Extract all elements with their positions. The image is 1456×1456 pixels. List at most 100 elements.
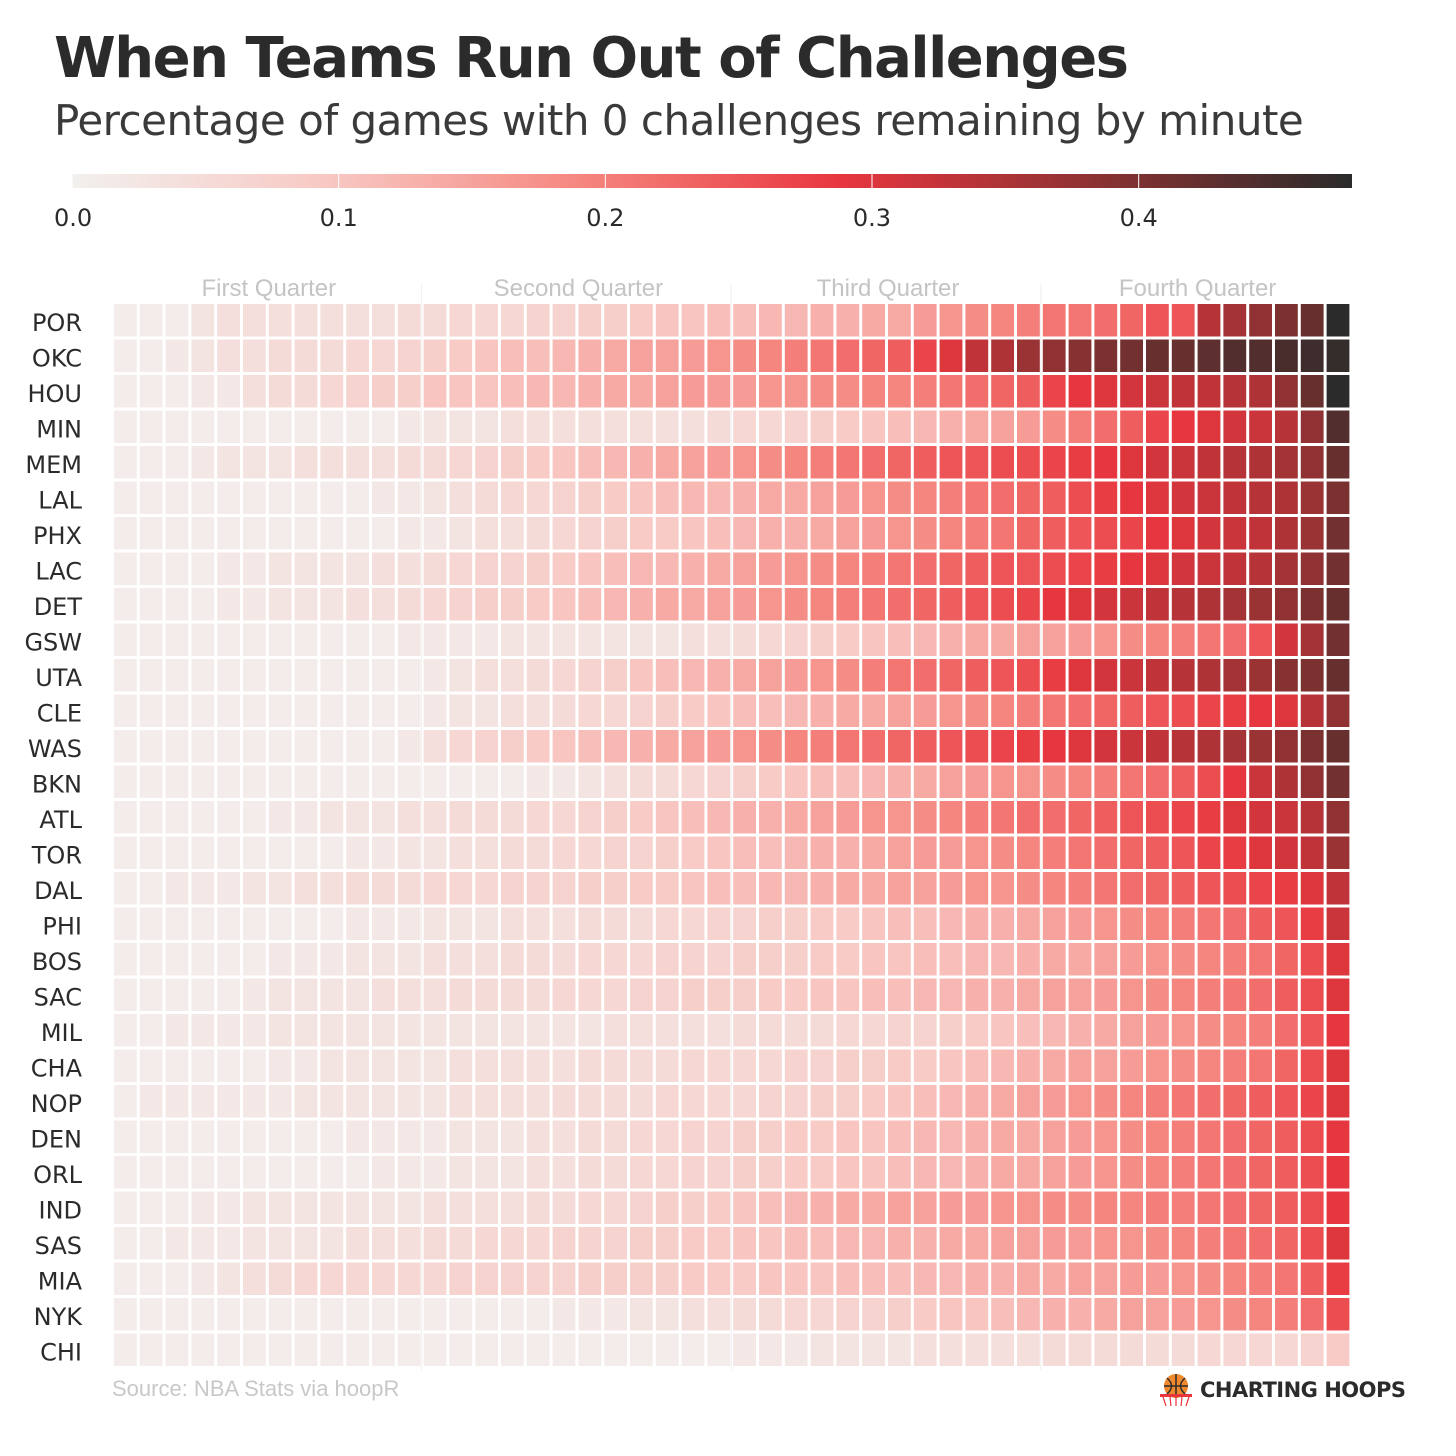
- heatmap-cell: CLE min 43: 0.27: [1197, 694, 1221, 727]
- heatmap-cell: LAL min 2: 0.01: [139, 481, 163, 514]
- team-label: LAL: [38, 486, 82, 514]
- heatmap-cell: NOP min 35: 0.14: [991, 1085, 1014, 1118]
- heatmap-cell: NYK min 17: 0.01: [526, 1298, 550, 1331]
- heatmap-cell: CHI min 6: 0.01: [243, 1333, 266, 1366]
- heatmap-cell: MIA min 41: 0.16: [1146, 1262, 1169, 1295]
- heatmap-cell: NOP min 13: 0.03: [423, 1085, 447, 1118]
- heatmap-cell: DET min 17: 0.09: [526, 588, 550, 621]
- heatmap-cell: BOS min 33: 0.11: [939, 943, 963, 976]
- heatmap-cell: DAL min 33: 0.16: [939, 872, 963, 905]
- heatmap-cell: MEM min 16: 0.08: [501, 446, 524, 479]
- quarter-label: Second Quarter: [494, 275, 663, 302]
- heatmap-cell: NOP min 44: 0.23: [1223, 1085, 1247, 1118]
- heatmap-cell: ORL min 8: 0.01: [294, 1156, 318, 1189]
- heatmap-cell: NYK min 11: 0.01: [372, 1298, 395, 1331]
- heatmap-cell: IND min 16: 0.04: [501, 1191, 524, 1224]
- team-label: NYK: [34, 1303, 84, 1331]
- heatmap-cell: LAL min 10: 0.01: [346, 481, 369, 514]
- heatmap-cell: MIL min 43: 0.18: [1197, 1014, 1221, 1047]
- heatmap-cell: TOR min 9: 0.01: [320, 836, 344, 869]
- heatmap-cell: BKN min 40: 0.21: [1120, 765, 1143, 798]
- heatmap-cell: LAC min 40: 0.29: [1120, 552, 1143, 585]
- heatmap-cell: NOP min 39: 0.18: [1094, 1085, 1118, 1118]
- heatmap-cell: GSW min 31: 0.11: [888, 623, 911, 656]
- heatmap-cell: CHI min 11: 0.01: [372, 1333, 395, 1366]
- heatmap-cell: CLE min 46: 0.3: [1275, 694, 1298, 727]
- heatmap-cell: MIN min 33: 0.13: [939, 410, 963, 443]
- heatmap-cell: MEM min 32: 0.24: [913, 446, 937, 479]
- heatmap-cell: HOU min 35: 0.23: [991, 375, 1014, 408]
- heatmap-cell: LAC min 28: 0.18: [810, 552, 834, 585]
- heatmap-cell: BOS min 39: 0.15: [1094, 943, 1118, 976]
- heatmap-cell: MIN min 36: 0.16: [1017, 410, 1040, 443]
- heatmap-cell: NYK min 35: 0.11: [991, 1298, 1014, 1331]
- heatmap-cell: HOU min 33: 0.21: [939, 375, 963, 408]
- heatmap-cell: CHI min 33: 0.04: [939, 1333, 963, 1366]
- heatmap-cell: UTA min 19: 0.07: [578, 659, 602, 692]
- heatmap-cell: POR min 10: 0.04: [346, 304, 369, 337]
- heatmap-cell: PHX min 12: 0.02: [397, 517, 421, 550]
- heatmap-cell: SAS min 32: 0.13: [913, 1227, 937, 1260]
- heatmap-cell: MEM min 36: 0.26: [1017, 446, 1040, 479]
- heatmap-cell: ORL min 21: 0.06: [630, 1156, 653, 1189]
- heatmap-cell: SAC min 33: 0.12: [939, 978, 963, 1011]
- heatmap-cell: DET min 15: 0.08: [475, 588, 498, 621]
- quarter-label: Fourth Quarter: [1119, 275, 1276, 302]
- heatmap-cell: MIA min 35: 0.13: [991, 1262, 1014, 1295]
- heatmap-cell: IND min 4: 0.02: [191, 1191, 215, 1224]
- heatmap-cell: MIN min 48: 0.44: [1326, 410, 1350, 443]
- heatmap-cell: NOP min 6: 0.02: [243, 1085, 266, 1118]
- heatmap-cell: NOP min 42: 0.21: [1171, 1085, 1195, 1118]
- heatmap-cell: CHA min 37: 0.14: [1042, 1049, 1066, 1082]
- heatmap-cell: DAL min 20: 0.08: [604, 872, 627, 905]
- heatmap-cell: MEM min 15: 0.07: [475, 446, 498, 479]
- heatmap-cell: PHI min 46: 0.25: [1275, 907, 1298, 940]
- heatmap-cell: POR min 32: 0.16: [913, 304, 937, 337]
- heatmap-cell: SAC min 13: 0.04: [423, 978, 447, 1011]
- heatmap-cell: SAS min 19: 0.07: [578, 1227, 602, 1260]
- heatmap-cell: DET min 46: 0.38: [1275, 588, 1298, 621]
- heatmap-cell: NYK min 15: 0.01: [475, 1298, 498, 1331]
- heatmap-cell: ATL min 19: 0.07: [578, 801, 602, 834]
- heatmap-cell: MIA min 18: 0.07: [552, 1262, 576, 1295]
- heatmap-cell: PHI min 29: 0.09: [836, 907, 860, 940]
- heatmap-cell: UTA min 32: 0.22: [913, 659, 937, 692]
- heatmap-cell: DET min 5: 0.02: [217, 588, 240, 621]
- heatmap-cell: NOP min 21: 0.05: [630, 1085, 653, 1118]
- heatmap-cell: POR min 20: 0.08: [604, 304, 627, 337]
- heatmap-cell: BKN min 21: 0.05: [630, 765, 653, 798]
- heatmap-cell: MIA min 15: 0.07: [475, 1262, 498, 1295]
- heatmap-cell: CLE min 2: 0.01: [139, 694, 163, 727]
- heatmap-cell: IND min 11: 0.03: [372, 1191, 395, 1224]
- heatmap-cell: GSW min 13: 0.02: [423, 623, 447, 656]
- heatmap-cell: SAS min 28: 0.11: [810, 1227, 834, 1260]
- heatmap-cell: DEN min 28: 0.09: [810, 1120, 834, 1153]
- heatmap-cell: UTA min 46: 0.39: [1275, 659, 1298, 692]
- heatmap-cell: MEM min 26: 0.18: [759, 446, 782, 479]
- heatmap-cell: IND min 13: 0.04: [423, 1191, 447, 1224]
- heatmap-cell: POR min 18: 0.07: [552, 304, 576, 337]
- heatmap-cell: GSW min 12: 0.02: [397, 623, 421, 656]
- heatmap-cell: BOS min 30: 0.1: [862, 943, 885, 976]
- heatmap-cell: CLE min 12: 0.01: [397, 694, 421, 727]
- heatmap-cell: MIN min 39: 0.22: [1094, 410, 1118, 443]
- heatmap-cell: DAL min 46: 0.28: [1275, 872, 1298, 905]
- heatmap-cell: OKC min 3: 0.02: [165, 339, 189, 372]
- heatmap-cell: CLE min 5: 0.01: [217, 694, 240, 727]
- heatmap-cell: CLE min 32: 0.16: [913, 694, 937, 727]
- heatmap-cell: LAL min 11: 0.02: [372, 481, 395, 514]
- heatmap-cell: HOU min 23: 0.16: [681, 375, 705, 408]
- heatmap-cell: MIA min 33: 0.12: [939, 1262, 963, 1295]
- heatmap-cell: MIN min 45: 0.32: [1249, 410, 1272, 443]
- heatmap-cell: OKC min 39: 0.4: [1094, 339, 1118, 372]
- heatmap-cell: WAS min 26: 0.18: [759, 730, 782, 763]
- heatmap-cell: DET min 22: 0.14: [655, 588, 679, 621]
- heatmap-cell: BKN min 32: 0.14: [913, 765, 937, 798]
- heatmap-cell: HOU min 26: 0.17: [759, 375, 782, 408]
- team-label: HOU: [27, 380, 82, 408]
- heatmap-cell: DAL min 11: 0.05: [372, 872, 395, 905]
- heatmap-cell: LAC min 9: 0.03: [320, 552, 344, 585]
- heatmap-cell: SAS min 24: 0.09: [707, 1227, 731, 1260]
- heatmap-cell: SAC min 10: 0.03: [346, 978, 369, 1011]
- heatmap-cell: UTA min 48: 0.42: [1326, 659, 1350, 692]
